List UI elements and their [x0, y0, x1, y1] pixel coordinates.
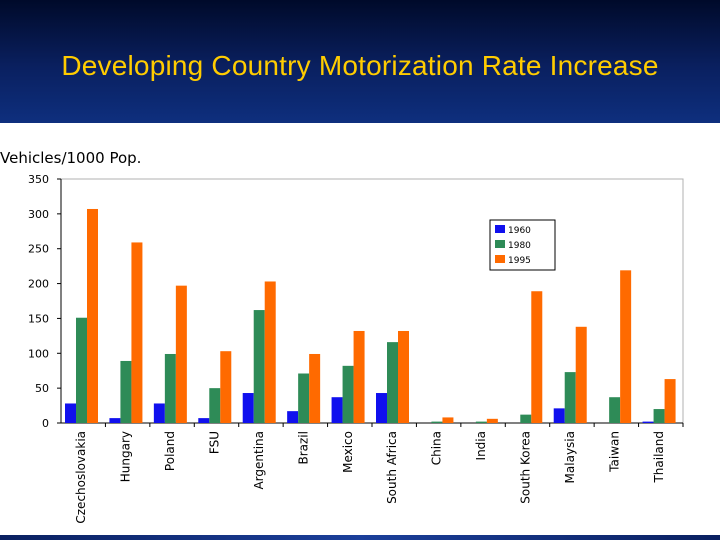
bar-1980-brazil [298, 373, 310, 423]
bar-1960-hungary [109, 418, 121, 423]
legend-label-1960: 1960 [508, 226, 531, 236]
plot-frame [60, 178, 684, 424]
bar-1995-argentina [264, 281, 276, 423]
y-tick-label: 350 [28, 173, 49, 186]
legend-swatch-1980 [495, 240, 505, 248]
bar-1960-czechoslovakia [65, 403, 76, 423]
bar-1995-hungary [131, 242, 143, 423]
x-tick-label: Poland [163, 431, 177, 471]
bar-1960-poland [153, 403, 165, 423]
y-tick-label: 0 [42, 417, 49, 430]
bar-1995-brazil [309, 353, 321, 423]
bar-1960-fsu [198, 418, 210, 423]
bar-1980-south-africa [387, 342, 398, 423]
y-tick-label: 150 [28, 312, 49, 325]
bar-1995-mexico [353, 330, 365, 423]
bar-chart: Vehicles/1000 Pop. 0 50 100 150 200 250 300 350 C… [0, 149, 684, 524]
x-tick-label: Thailand [652, 431, 666, 484]
slide-footer-bar [0, 535, 720, 540]
bar-1995-china [442, 417, 454, 423]
bar-1960-argentina [242, 393, 254, 423]
bar-1995-south-africa [398, 330, 409, 423]
y-tick-label: 250 [28, 243, 49, 256]
x-tick-label: Malaysia [563, 431, 577, 483]
x-tick-label: India [474, 431, 488, 460]
bar-1995-taiwan [620, 270, 632, 423]
x-tick-label: Mexico [341, 431, 355, 473]
bar-1995-south-korea [531, 291, 543, 423]
bar-1995-thailand [664, 379, 676, 423]
bar-1980-india [475, 421, 487, 423]
bar-1980-thailand [653, 409, 665, 423]
slide-title: Developing Country Motorization Rate Inc… [61, 50, 659, 81]
legend-label-1980: 1980 [508, 241, 531, 251]
y-tick-label: 300 [28, 208, 49, 221]
x-tick-label: South Africa [385, 431, 399, 504]
bar-1995-fsu [220, 351, 232, 423]
x-tick-label: Hungary [119, 431, 133, 482]
bar-1980-czechoslovakia [76, 317, 87, 423]
bar-1960-thailand [642, 421, 654, 423]
legend-swatch-1960 [495, 225, 505, 233]
bar-1980-china [431, 421, 443, 423]
x-tick-label: Argentina [252, 431, 266, 490]
bar-1980-hungary [120, 360, 132, 423]
y-tick-label: 100 [28, 347, 49, 360]
legend-swatch-1995 [495, 255, 505, 263]
bar-1995-czechoslovakia [87, 208, 98, 423]
x-tick-label: Brazil [296, 431, 310, 465]
x-tick-label: China [430, 431, 444, 465]
bar-1995-poland [175, 285, 187, 423]
x-tick-label: FSU [208, 431, 222, 454]
legend-label-1995: 1995 [508, 256, 531, 266]
bar-1960-malaysia [553, 408, 565, 423]
bar-1980-taiwan [609, 397, 621, 423]
bar-1995-india [486, 418, 498, 423]
bar-1980-mexico [342, 365, 354, 423]
bar-1960-south-africa [376, 393, 387, 423]
y-tick-label: 200 [28, 278, 49, 291]
y-tick-label: 50 [35, 382, 49, 395]
bar-1960-mexico [331, 397, 343, 423]
bar-1980-argentina [253, 310, 265, 423]
bar-1980-fsu [209, 388, 221, 423]
slide-header: Developing Country Motorization Rate Inc… [0, 0, 720, 123]
bar-1980-malaysia [564, 372, 576, 423]
y-axis-label: Vehicles/1000 Pop. [0, 149, 141, 167]
bar-1980-south-korea [520, 414, 532, 423]
x-tick-label: Taiwan [607, 431, 621, 473]
bar-1980-poland [164, 353, 176, 423]
bar-1995-malaysia [575, 326, 587, 423]
x-tick-label: South Korea [519, 431, 533, 504]
x-tick-label: Czechoslovakia [74, 431, 88, 524]
chart-root: Vehicles/1000 Pop. 0 50 100 150 200 250 300 350 C… [0, 149, 684, 524]
bar-1960-brazil [287, 411, 299, 423]
